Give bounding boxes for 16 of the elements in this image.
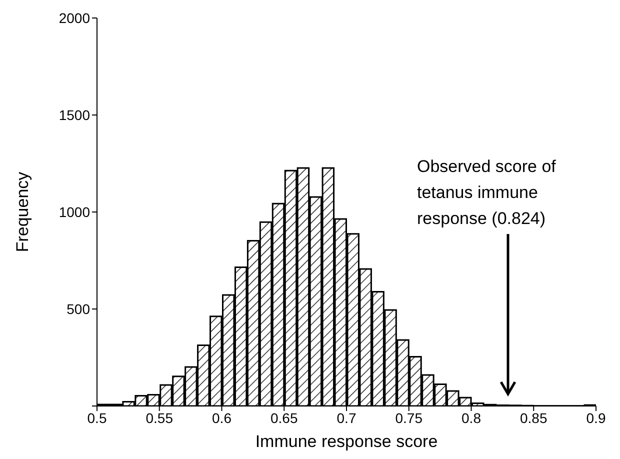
x-tick-label: 0.7 [336, 410, 356, 426]
x-tick-label: 0.6 [212, 410, 232, 426]
x-tick-label: 0.75 [395, 410, 423, 426]
y-tick-label: 1500 [58, 106, 90, 123]
y-tick-label: 1000 [58, 204, 90, 220]
annotation: Observed score of tetanus immune response (0.824) [417, 157, 556, 228]
y-tick-label: 500 [66, 300, 90, 317]
x-tick-label: 0.8 [462, 410, 482, 426]
y-tick-label: 2000 [58, 10, 90, 26]
x-tick-label: 0.65 [270, 410, 298, 426]
x-tick-label: 0.9 [586, 410, 606, 426]
x-tick-label: 0.55 [146, 410, 174, 426]
x-tick-label: 0.85 [520, 410, 548, 426]
y-axis-title: Frequency [13, 171, 32, 252]
x-axis-title: Immune response score [255, 432, 438, 451]
x-tick-label: 0.5 [87, 410, 107, 426]
